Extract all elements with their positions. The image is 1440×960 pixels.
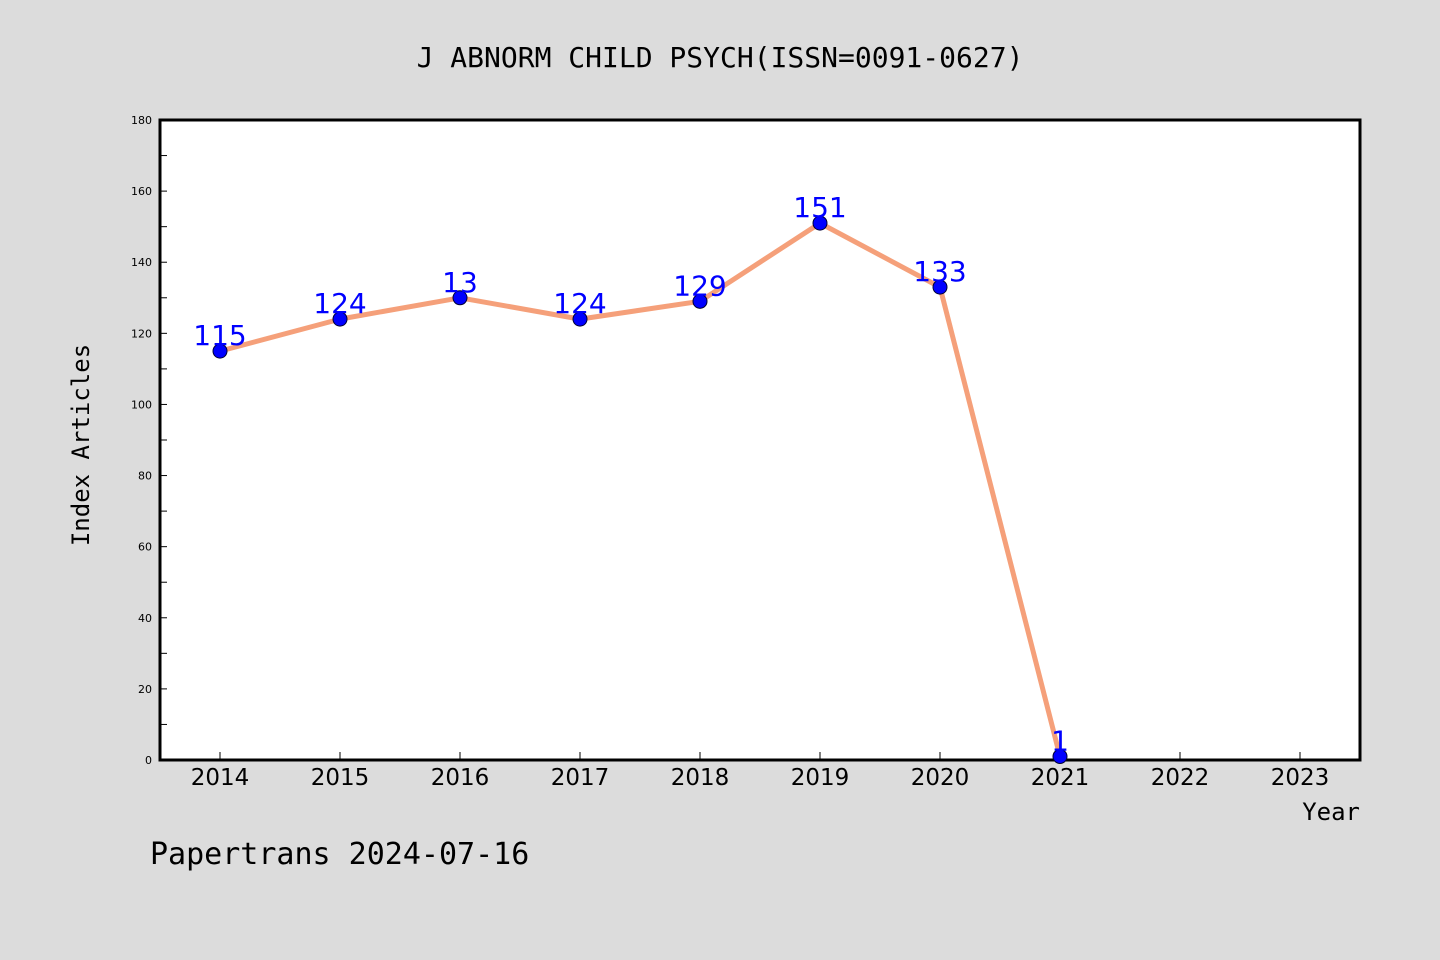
y-axis: 0 20 40 60 80 100 120 140 160 180 <box>131 114 167 767</box>
x-tick-label: 2016 <box>431 765 490 791</box>
y-tick-label: 180 <box>131 114 152 127</box>
x-tick-label: 2018 <box>671 765 730 791</box>
data-point <box>932 279 948 295</box>
y-tick-label: 0 <box>145 754 152 767</box>
x-tick-label: 2014 <box>191 765 250 791</box>
y-tick-label: 40 <box>138 612 152 625</box>
data-labels: 115 124 13 124 129 151 133 1 <box>193 191 1069 757</box>
y-tick-label: 20 <box>138 683 152 696</box>
chart-title: J ABNORM CHILD PSYCH(ISSN=0091-0627) <box>417 41 1024 74</box>
data-point <box>572 311 588 327</box>
x-tick-label: 2022 <box>1151 765 1210 791</box>
data-label: 124 <box>553 287 606 320</box>
footer-credit: Papertrans 2024-07-16 <box>150 837 529 872</box>
data-point <box>452 290 468 306</box>
data-point <box>1052 748 1068 764</box>
x-tick-label: 2017 <box>551 765 610 791</box>
data-label: 129 <box>673 269 726 302</box>
y-tick-label: 140 <box>131 256 152 269</box>
data-label: 115 <box>193 319 246 352</box>
x-axis: 2014 2015 2016 2017 2018 2019 2020 2021 2022 2023 <box>191 752 1330 791</box>
x-axis-label: Year <box>1302 798 1360 826</box>
data-point <box>692 293 708 309</box>
x-tick-label: 2015 <box>311 765 370 791</box>
data-label: 151 <box>793 191 846 224</box>
y-tick-label: 160 <box>131 185 152 198</box>
y-tick-label: 120 <box>131 327 152 340</box>
series-line-path <box>217 220 1063 759</box>
data-label: 124 <box>313 287 366 320</box>
data-label: 13 <box>442 266 478 299</box>
x-tick-label: 2020 <box>911 765 970 791</box>
y-tick-label: 80 <box>138 470 152 483</box>
y-axis-label: Index Articles <box>67 344 95 546</box>
y-tick-label: 100 <box>131 398 152 411</box>
data-label: 1 <box>1051 724 1069 757</box>
plot-area <box>158 118 1362 762</box>
y-tick-label: 60 <box>138 541 152 554</box>
data-point <box>812 215 828 231</box>
x-tick-label: 2019 <box>791 765 850 791</box>
data-point <box>332 311 348 327</box>
x-tick-label: 2021 <box>1031 765 1090 791</box>
data-point <box>212 343 228 359</box>
data-label: 133 <box>913 255 966 288</box>
series-line <box>212 215 1068 764</box>
x-tick-label: 2023 <box>1271 765 1330 791</box>
